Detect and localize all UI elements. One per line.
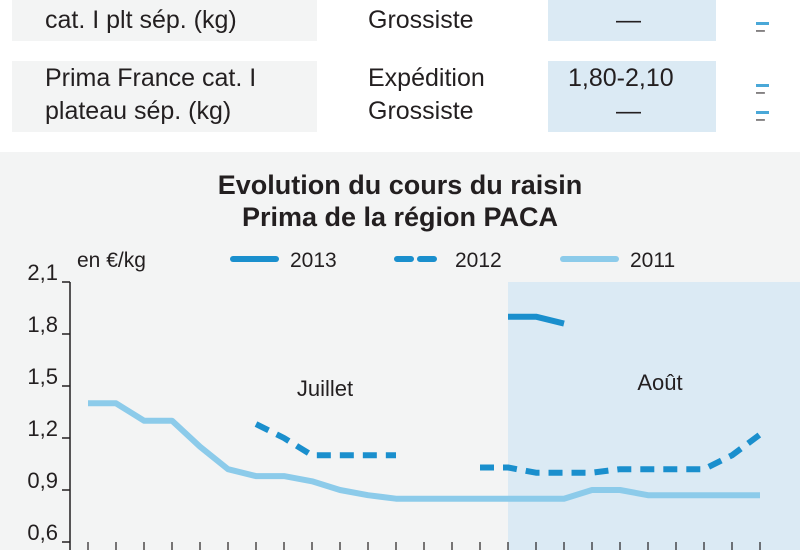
chart-panel: Evolution du cours du raisin Prima de la… [0,152,800,550]
y-tick-label: 1,5 [27,364,58,389]
row-separator [12,41,800,61]
product-column [12,0,317,132]
series-line-2012 [254,421,396,459]
chart-title-line-1: Evolution du cours du raisin [217,170,583,200]
legend-label-2011: 2011 [630,249,675,272]
price-value: 1,80-2,10 [568,64,674,92]
y-tick-label: 2,1 [27,260,58,285]
y-tick-label: 0,6 [27,520,58,545]
month-label-aout: Août [637,370,682,395]
unit-label: en €/kg [77,249,146,272]
price-table: cat. I plt sép. (kg) Grossiste — – Prima… [0,0,800,132]
price-value: — [616,6,641,34]
legend-label-2012: 2012 [455,249,502,272]
august-band [508,282,800,550]
legend-label-2013: 2013 [290,249,337,272]
series-line-2012 [480,432,762,476]
product-name: plateau sép. (kg) [45,97,232,125]
product-name: Prima France cat. I [45,64,257,92]
month-label-juillet: Juillet [297,376,353,401]
product-name: cat. I plt sép. (kg) [45,6,237,34]
chart-title-line-2: Prima de la région PACA [241,202,559,232]
variation-dash: – [756,111,769,128]
y-tick-label: 0,9 [27,468,58,493]
series-line-2011 [88,400,760,502]
variation-dash: – [756,22,769,39]
variation-dash: – [756,84,769,101]
y-tick-label: 1,8 [27,312,58,337]
series-line-2013 [508,313,565,327]
price-column [548,0,716,132]
line-chart: 2,1 1,8 1,5 1,2 0,9 0,6 en €/kg Juillet Août 2013… [27,249,800,550]
market-label: Grossiste [368,97,474,125]
market-label: Expédition [368,64,485,92]
market-label: Grossiste [368,6,474,34]
price-value: — [616,97,641,125]
y-tick-label: 1,2 [27,416,58,441]
